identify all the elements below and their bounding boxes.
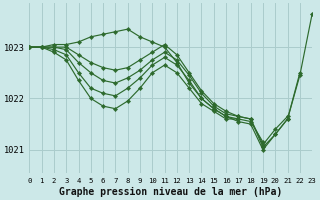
X-axis label: Graphe pression niveau de la mer (hPa): Graphe pression niveau de la mer (hPa)	[59, 186, 282, 197]
